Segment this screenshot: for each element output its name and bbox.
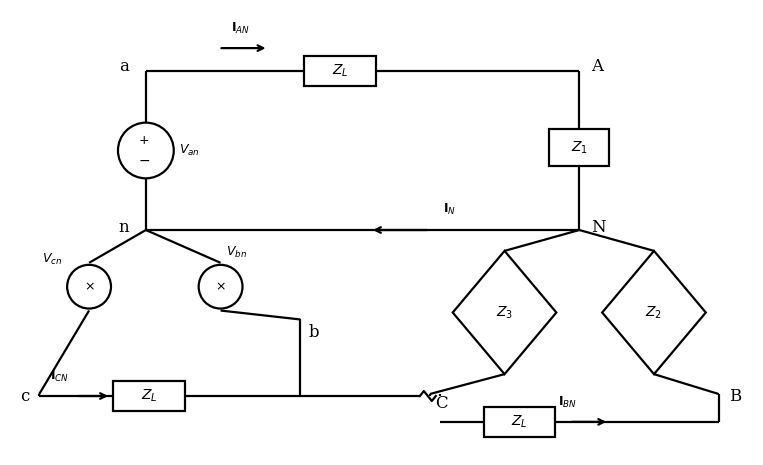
Text: N: N — [591, 219, 606, 236]
Text: $\mathbf{I}_{CN}$: $\mathbf{I}_{CN}$ — [50, 369, 69, 384]
Text: +: + — [139, 134, 150, 147]
Text: $\mathbf{I}_{BN}$: $\mathbf{I}_{BN}$ — [558, 395, 577, 410]
Text: $Z_3$: $Z_3$ — [496, 304, 513, 321]
Text: $Z_2$: $Z_2$ — [645, 304, 662, 321]
Circle shape — [118, 123, 174, 178]
Text: b: b — [308, 324, 319, 341]
Polygon shape — [602, 251, 706, 374]
Text: A: A — [591, 58, 604, 74]
Bar — [304, 56, 376, 86]
Text: $V_{an}$: $V_{an}$ — [179, 143, 200, 158]
Text: $\mathbf{I}_{AN}$: $\mathbf{I}_{AN}$ — [231, 21, 250, 36]
Text: ×: × — [215, 280, 226, 293]
Text: $V_{bn}$: $V_{bn}$ — [226, 245, 246, 260]
Bar — [549, 129, 609, 166]
Polygon shape — [452, 251, 556, 374]
Text: $\mathbf{I}_{N}$: $\mathbf{I}_{N}$ — [443, 202, 456, 217]
Text: $Z_L$: $Z_L$ — [511, 414, 528, 430]
Text: a: a — [119, 58, 129, 74]
Text: $Z_L$: $Z_L$ — [332, 63, 349, 79]
Text: $Z_L$: $Z_L$ — [140, 388, 157, 404]
Text: B: B — [729, 387, 741, 405]
Text: C: C — [435, 395, 447, 412]
Bar — [113, 381, 185, 411]
Circle shape — [67, 265, 111, 309]
Text: $Z_1$: $Z_1$ — [571, 140, 588, 156]
Bar — [484, 407, 555, 437]
Text: −: − — [138, 153, 150, 167]
Text: $V_{cn}$: $V_{cn}$ — [42, 252, 62, 267]
Text: n: n — [118, 219, 129, 236]
Text: ×: × — [84, 280, 95, 293]
Circle shape — [198, 265, 243, 309]
Text: c: c — [20, 387, 29, 405]
